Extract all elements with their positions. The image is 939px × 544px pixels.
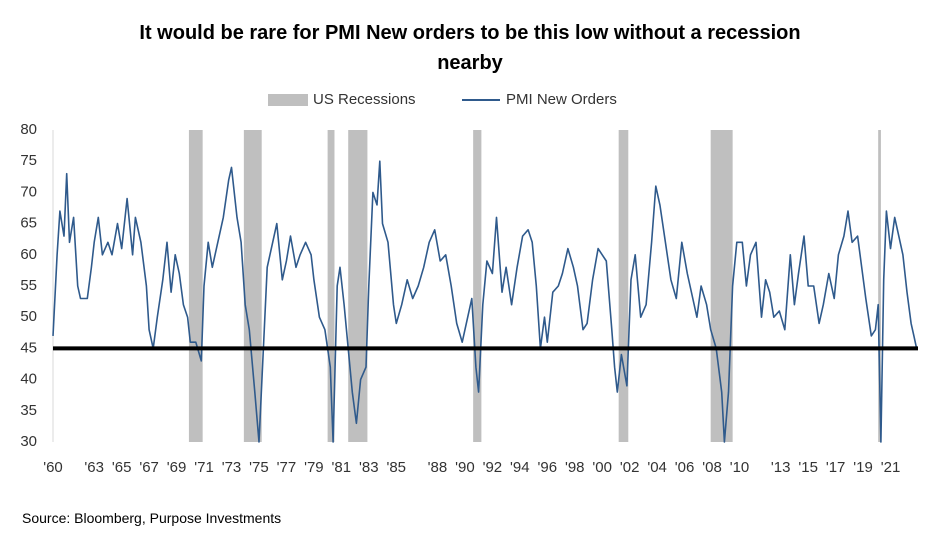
x-tick-label: '04 xyxy=(647,459,667,476)
x-tick-label: '21 xyxy=(881,459,901,476)
x-tick-label: '13 xyxy=(771,459,791,476)
x-tick-label: '92 xyxy=(483,459,503,476)
x-tick-label: '79 xyxy=(304,459,324,476)
y-tick-label: 60 xyxy=(20,246,37,263)
y-tick-label: 55 xyxy=(20,277,37,294)
x-tick-label: '98 xyxy=(565,459,585,476)
legend-swatch xyxy=(268,94,308,106)
legend-label: US Recessions xyxy=(313,91,416,108)
x-tick-label: '85 xyxy=(386,459,406,476)
y-tick-label: 75 xyxy=(20,152,37,169)
source-note: Source: Bloomberg, Purpose Investments xyxy=(22,510,282,526)
y-tick-label: 70 xyxy=(20,183,37,200)
y-tick-label: 65 xyxy=(20,215,37,232)
y-tick-label: 45 xyxy=(20,339,37,356)
recession-band xyxy=(243,130,262,442)
x-tick-label: '15 xyxy=(798,459,818,476)
recession-band xyxy=(188,130,203,442)
x-tick-label: '71 xyxy=(194,459,214,476)
x-tick-label: '00 xyxy=(592,459,612,476)
x-tick-label: '02 xyxy=(620,459,640,476)
x-tick-label: '69 xyxy=(167,459,187,476)
x-tick-label: '60 xyxy=(43,459,63,476)
x-tick-label: '63 xyxy=(84,459,104,476)
y-tick-label: 50 xyxy=(20,308,37,325)
x-tick-label: '81 xyxy=(332,459,352,476)
x-tick-label: '65 xyxy=(112,459,132,476)
x-tick-label: '08 xyxy=(702,459,722,476)
x-tick-label: '06 xyxy=(675,459,695,476)
chart-title: It would be rare for PMI New orders to b… xyxy=(139,22,801,74)
recession-band xyxy=(710,130,733,442)
recession-band xyxy=(473,130,482,442)
y-tick-label: 30 xyxy=(20,433,37,450)
recession-band xyxy=(878,130,881,442)
x-tick-label: '10 xyxy=(730,459,750,476)
x-tick-label: '83 xyxy=(359,459,379,476)
x-tick-label: '67 xyxy=(139,459,159,476)
x-tick-label: '19 xyxy=(853,459,873,476)
x-tick-label: '88 xyxy=(428,459,448,476)
y-tick-label: 80 xyxy=(20,121,37,138)
recession-band xyxy=(348,130,368,442)
x-tick-label: '77 xyxy=(277,459,297,476)
x-tick-label: '90 xyxy=(455,459,475,476)
recession-band xyxy=(327,130,335,442)
x-tick-label: '73 xyxy=(222,459,242,476)
x-tick-label: '94 xyxy=(510,459,530,476)
y-tick-label: 35 xyxy=(20,402,37,419)
line xyxy=(52,160,918,443)
y-tick-label: 40 xyxy=(20,371,37,388)
x-tick-label: '75 xyxy=(249,459,269,476)
x-tick-label: '96 xyxy=(538,459,558,476)
legend-label: PMI New Orders xyxy=(506,91,617,108)
recession-band xyxy=(618,130,629,442)
x-tick-label: '17 xyxy=(826,459,846,476)
